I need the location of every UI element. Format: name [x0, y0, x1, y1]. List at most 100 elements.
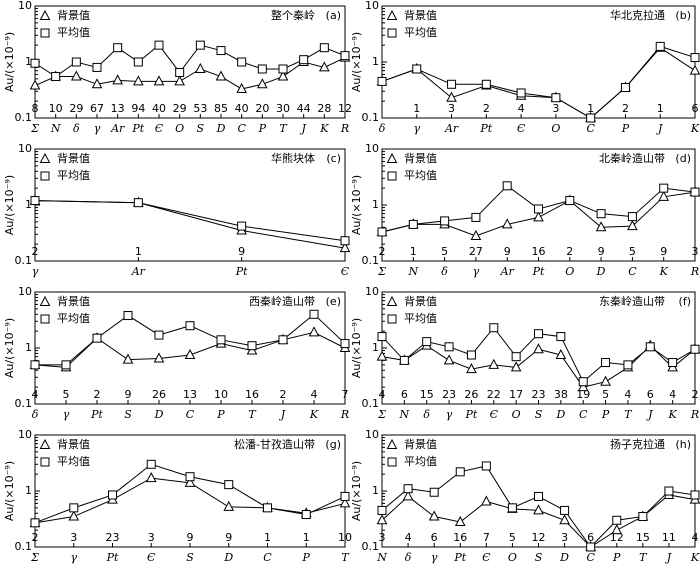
square-marker — [185, 321, 195, 331]
square-marker — [399, 355, 409, 365]
y-tick-label: 1 — [25, 484, 32, 497]
x-tick-label: Σ — [377, 408, 386, 421]
panel: 0.1110Au/(×10⁻⁹)Σ4N6δ15γ23Pt26Є22O17S23D… — [350, 285, 700, 421]
sample-count: 6 — [431, 531, 438, 544]
x-tick-label: Ar — [131, 265, 146, 278]
square-marker — [92, 333, 102, 343]
triangle-marker — [689, 64, 700, 75]
triangle-marker — [376, 514, 388, 525]
x-tick-label: K — [309, 408, 319, 421]
square-marker — [247, 341, 257, 351]
x-tick-label: Pt — [131, 122, 144, 135]
x-tick-label: γ — [32, 265, 39, 278]
sample-count: 5 — [509, 531, 516, 544]
sample-count: 1 — [135, 245, 142, 258]
square-marker — [237, 221, 247, 231]
sample-count: 2 — [483, 102, 490, 115]
square-marker — [516, 88, 526, 98]
triangle-marker — [386, 152, 398, 163]
panel-label: (h) — [675, 438, 691, 451]
x-tick-label: Pt — [465, 408, 478, 421]
x-tick-label: N — [50, 122, 61, 135]
sample-count: 4 — [379, 388, 386, 401]
square-marker — [257, 64, 267, 74]
sample-count: 3 — [379, 531, 386, 544]
triangle-marker — [153, 75, 165, 86]
x-tick-label: R — [690, 408, 699, 421]
triangle-marker — [122, 353, 134, 364]
triangle-marker — [627, 220, 638, 231]
y-tick-label: 0.1 — [15, 540, 33, 553]
square-marker — [668, 358, 678, 368]
square-marker — [387, 314, 397, 324]
sample-count: 12 — [532, 531, 546, 544]
square-marker — [489, 323, 499, 333]
sample-count: 53 — [193, 102, 207, 115]
square-marker — [507, 503, 517, 513]
triangle-marker — [386, 9, 398, 20]
square-marker — [601, 358, 611, 368]
x-tick-label: D — [216, 122, 226, 135]
y-tick-label: 1 — [372, 55, 379, 68]
x-tick-label: T — [639, 551, 648, 564]
x-tick-label: T — [624, 408, 633, 421]
x-tick-label: Pt — [106, 551, 119, 564]
sample-count: 40 — [235, 102, 249, 115]
square-marker — [69, 503, 79, 513]
sample-count: 15 — [420, 388, 434, 401]
panel: 0.1 1 10 Au/(×10⁻⁹) Σ 2 γ 3 Pt 23 Є 3 S 9 D 9 C 1 P 1 T 10 背景值… — [3, 428, 352, 564]
square-marker — [534, 491, 543, 501]
x-tick-label: Є — [517, 122, 526, 135]
square-marker — [299, 55, 309, 65]
triangle-marker — [533, 504, 544, 515]
legend-label: 背景值 — [57, 437, 90, 451]
sample-count: 9 — [504, 245, 511, 258]
panel-title: 华熊块体 — [271, 151, 315, 165]
square-marker — [40, 314, 50, 324]
square-marker — [154, 40, 164, 50]
x-tick-label: K — [659, 265, 669, 278]
x-tick-label: δ — [423, 408, 430, 421]
square-marker — [612, 515, 622, 525]
triangle-marker — [488, 358, 500, 369]
x-tick-label: γ — [431, 551, 438, 564]
square-marker — [551, 93, 561, 103]
square-marker — [108, 490, 117, 500]
triangle-marker — [446, 91, 457, 102]
legend-label: 平均值 — [404, 455, 437, 468]
x-tick-label: δ — [379, 122, 386, 135]
sample-count: 85 — [214, 102, 228, 115]
triangle-marker — [386, 295, 398, 306]
sample-count: 9 — [660, 245, 667, 258]
square-marker — [638, 512, 648, 522]
y-axis-label: Au/(×10⁻⁹) — [350, 32, 363, 92]
plot-frame — [34, 148, 346, 262]
panel-label: (f) — [679, 295, 691, 308]
square-marker — [133, 198, 143, 208]
sample-count: 9 — [598, 245, 605, 258]
sample-count: 29 — [173, 102, 187, 115]
square-marker — [340, 339, 350, 349]
x-tick-label: P — [258, 122, 267, 135]
square-marker — [40, 457, 50, 467]
sample-count: 6 — [647, 388, 654, 401]
y-axis-label: Au/(×10⁻⁹) — [3, 461, 16, 521]
sample-count: 1 — [413, 102, 420, 115]
square-marker — [195, 40, 205, 50]
sample-count: 2 — [379, 245, 386, 258]
triangle-marker — [454, 515, 466, 526]
sample-count: 4 — [692, 531, 699, 544]
legend-label: 平均值 — [404, 26, 437, 39]
y-tick-label: 10 — [18, 428, 32, 441]
series-line — [34, 200, 346, 249]
square-marker — [340, 236, 350, 246]
sample-count: 6 — [692, 102, 699, 115]
triangle-marker — [223, 500, 235, 511]
x-tick-label: O — [512, 408, 521, 421]
triangle-marker — [611, 524, 623, 535]
legend-label: 背景值 — [57, 8, 90, 22]
sample-count: 4 — [518, 102, 525, 115]
x-tick-label: δ — [405, 551, 412, 564]
sample-count: 29 — [69, 102, 83, 115]
triangle-marker — [386, 438, 398, 449]
